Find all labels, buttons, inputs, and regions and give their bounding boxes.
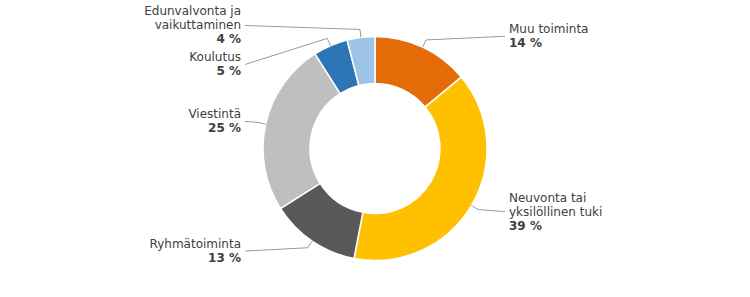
slice: [347, 37, 375, 86]
leader-line: [245, 25, 361, 37]
category-label: Koulutus: [189, 50, 241, 64]
leader-lines: [245, 25, 505, 251]
leader-line: [245, 121, 266, 124]
category-label: Edunvalvonta javaikuttaminen: [144, 4, 241, 32]
category-label: Viestintä: [188, 107, 241, 121]
donut: Muu toiminta14 % Neuvonta taiyksilöllinen…: [144, 4, 602, 265]
data-label: 14 %: [509, 36, 542, 50]
data-label: 25 %: [208, 121, 241, 135]
data-label: 39 %: [509, 219, 542, 233]
slice: [354, 77, 487, 260]
labels: Muu toiminta14 % Neuvonta taiyksilöllinen…: [144, 4, 602, 265]
leader-line: [245, 241, 312, 251]
leader-line: [423, 36, 505, 47]
leader-line: [471, 206, 505, 212]
category-label: Muu toiminta: [509, 22, 588, 36]
slices: [263, 37, 487, 261]
category-label: Ryhmätoiminta: [150, 237, 242, 251]
leader-line: [245, 38, 331, 64]
data-label: 13 %: [208, 251, 241, 265]
category-label: Neuvonta taiyksilöllinen tuki: [509, 191, 602, 219]
data-label: 5 %: [216, 64, 241, 78]
chart: Muu toiminta14 % Neuvonta taiyksilöllinen…: [0, 0, 750, 297]
data-label: 4 %: [216, 32, 241, 46]
slice: [263, 54, 340, 209]
